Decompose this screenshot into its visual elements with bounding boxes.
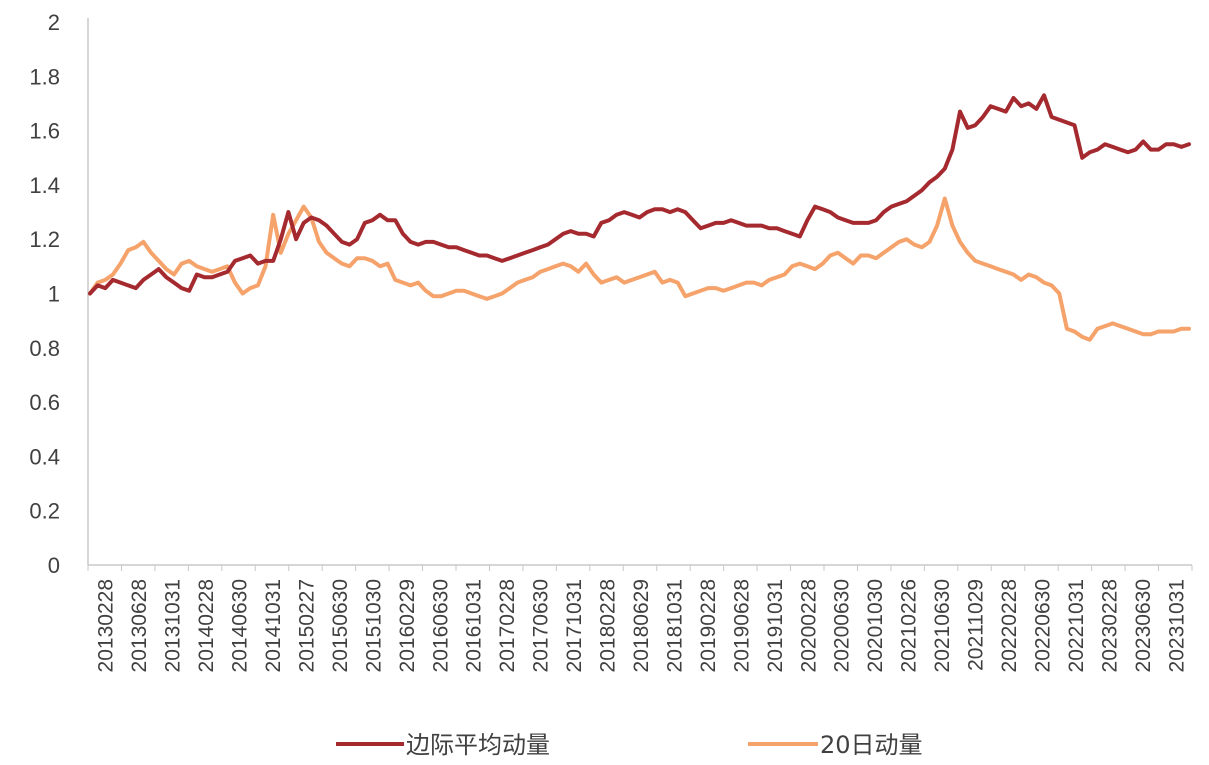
plot-area bbox=[88, 93, 1191, 342]
y-tick-label: 0.8 bbox=[29, 336, 60, 361]
y-axis: 0 0.2 0.4 0.6 0.8 1 1.2 1.4 1.6 1.8 2 bbox=[29, 10, 89, 578]
legend-label: 边际平均动量 bbox=[406, 731, 550, 759]
x-tick-label: 20170228 bbox=[496, 579, 519, 672]
y-tick-label: 0 bbox=[48, 553, 60, 578]
y-tick-label: 0.4 bbox=[29, 444, 60, 469]
x-tick-label: 20130628 bbox=[128, 579, 151, 672]
x-tick-label: 20210226 bbox=[898, 579, 921, 672]
y-tick-label: 2 bbox=[48, 10, 60, 35]
x-tick-label: 20171031 bbox=[563, 579, 586, 672]
x-tick-label: 20231031 bbox=[1165, 579, 1188, 672]
series-line-1 bbox=[88, 196, 1191, 342]
x-tick-label: 20211029 bbox=[965, 579, 988, 671]
x-tick-label: 20150227 bbox=[295, 579, 318, 672]
x-tick-label: 20131031 bbox=[162, 579, 185, 672]
x-tick-label: 20220228 bbox=[998, 579, 1021, 672]
x-tick-label: 20140228 bbox=[195, 579, 218, 672]
y-tick-label: 1.6 bbox=[29, 119, 60, 144]
y-tick-label: 1 bbox=[48, 282, 60, 307]
x-tick-label: 20230630 bbox=[1132, 579, 1155, 672]
x-tick-label: 20151030 bbox=[362, 579, 385, 672]
x-tick-label: 20230228 bbox=[1098, 579, 1121, 672]
x-tick-label: 20201030 bbox=[864, 579, 887, 672]
x-tick-label: 20181031 bbox=[663, 579, 686, 672]
x-tick-label: 20210630 bbox=[931, 579, 954, 672]
series-line-0 bbox=[88, 93, 1191, 296]
x-tick-label: 20191031 bbox=[764, 579, 787, 672]
y-tick-label: 1.2 bbox=[29, 227, 60, 252]
x-tick-label: 20180228 bbox=[597, 579, 620, 672]
legend: 边际平均动量 20日动量 bbox=[336, 731, 923, 759]
x-tick-label: 20161031 bbox=[463, 579, 486, 672]
x-tick-label: 20200630 bbox=[831, 579, 854, 672]
x-tick-label: 20140630 bbox=[229, 579, 252, 672]
legend-label: 20日动量 bbox=[820, 731, 923, 759]
x-tick-label: 20190228 bbox=[697, 579, 720, 672]
x-tick-label: 20150630 bbox=[329, 579, 352, 672]
x-tick-label: 20170630 bbox=[530, 579, 553, 672]
y-tick-label: 1.4 bbox=[29, 173, 60, 198]
x-tick-label: 20160630 bbox=[429, 579, 452, 672]
x-tick-label: 20221031 bbox=[1065, 579, 1088, 672]
x-tick-label: 20160229 bbox=[396, 579, 419, 672]
x-tick-label: 20220630 bbox=[1031, 579, 1054, 672]
y-tick-label: 0.2 bbox=[29, 499, 60, 524]
x-tick-label: 20130228 bbox=[95, 579, 118, 672]
y-tick-label: 1.8 bbox=[29, 64, 60, 89]
x-tick-label: 20200228 bbox=[797, 579, 820, 672]
x-tick-label: 20141031 bbox=[262, 579, 285, 672]
y-tick-label: 0.6 bbox=[29, 390, 60, 415]
x-tick-label: 20190628 bbox=[730, 579, 753, 672]
x-axis: 20130228 20130628 20131031 20140228 20140630… bbox=[87, 564, 1193, 672]
x-tick-label: 20180629 bbox=[630, 579, 653, 672]
